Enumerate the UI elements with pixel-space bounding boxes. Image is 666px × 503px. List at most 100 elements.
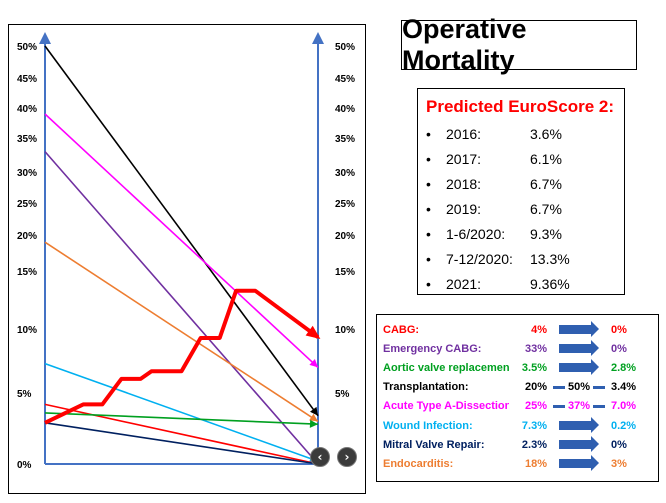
procedure-change: 50% (547, 381, 611, 393)
bullet-icon: • (426, 200, 431, 217)
dash-icon (552, 385, 565, 389)
procedure-peak-value: 50% (567, 381, 591, 394)
trend-arrowhead (305, 325, 321, 339)
procedure-row: Emergency CABG: 33% 0% (383, 339, 658, 358)
procedure-to-value: 0% (611, 438, 627, 451)
procedure-change (547, 417, 611, 434)
series-line (44, 151, 319, 465)
procedure-change (547, 359, 611, 376)
y-tick-label-left: 20% (17, 231, 37, 242)
y-tick-label-left: 40% (17, 104, 37, 115)
bullet-icon: • (426, 125, 431, 142)
y-tick-label-right: 10% (335, 325, 355, 336)
procedure-change (547, 321, 611, 338)
series-line (44, 113, 319, 368)
arrow-right-icon (559, 455, 599, 472)
euroscore-list: • 2016: 3.6% • 2017: 6.1% • 2018: 6.7% • 2019: 6.7%… (426, 121, 618, 296)
euroscore-year: 2021: (446, 275, 482, 292)
procedure-to-value: 0% (611, 323, 627, 336)
y-tick-label-right: 30% (335, 168, 355, 179)
y-tick-label-right: 15% (335, 267, 355, 278)
euroscore-row: • 7-12/2020: 13.3% (426, 246, 618, 271)
series-line (44, 403, 319, 465)
previous-slide-button[interactable]: ‹ (310, 447, 330, 467)
procedure-name: Transplantation: (383, 381, 469, 394)
next-slide-button[interactable]: › (337, 447, 357, 467)
procedure-name: Aortic valve replacement: (383, 361, 509, 374)
euroscore-row: • 2017: 6.1% (426, 146, 618, 171)
euroscore-year: 2019: (446, 200, 482, 217)
series-arrowhead (309, 419, 318, 428)
euroscore-heading: Predicted EuroScore 2: (426, 97, 615, 116)
bullet-icon: • (426, 275, 431, 292)
y-tick-label-left: 50% (17, 42, 37, 53)
procedure-row: Endocarditis: 18% 3% (383, 454, 658, 473)
chevron-left-icon: ‹ (317, 450, 323, 464)
euroscore-year: 2016: (446, 125, 482, 142)
y-tick-label-right: 40% (335, 104, 355, 115)
euroscore-value: 6.7% (530, 175, 562, 192)
euroscore-year: 2017: (446, 150, 482, 167)
arrow-right-icon (559, 340, 599, 357)
euroscore-value: 6.7% (530, 200, 562, 217)
procedure-name: CABG: (383, 323, 420, 336)
procedure-from-value: 7.3% (521, 419, 547, 432)
bullet-icon: • (426, 250, 431, 267)
procedure-row: Acute Type A-Dissection: 25% 37% 7.0% (383, 397, 658, 416)
y-tick-label-left: 15% (17, 267, 37, 278)
procedure-name: Wound Infection: (383, 419, 473, 432)
procedures-list: CABG: 4% 0% Emergency CABG: 33% 0% Aortic valv… (383, 320, 658, 474)
procedure-from-value: 20% (524, 381, 547, 394)
bullet-icon: • (426, 175, 431, 192)
euroscore-row: • 2018: 6.7% (426, 171, 618, 196)
series-line (44, 422, 319, 465)
dash-icon (593, 385, 606, 389)
series-line (44, 362, 319, 462)
procedure-to-value: 2.8% (611, 361, 637, 374)
y-tick-label-right: 5% (335, 389, 350, 400)
procedures-panel: CABG: 4% 0% Emergency CABG: 33% 0% Aortic valv… (376, 314, 659, 482)
arrow-right-icon (559, 321, 599, 338)
procedure-peak-value: 37% (567, 400, 591, 413)
procedure-change (547, 340, 611, 357)
y-tick-label-left: 0% (17, 460, 32, 471)
series-arrowhead (309, 413, 318, 422)
procedure-from-value: 25% (524, 400, 547, 413)
procedure-to-value: 7.0% (611, 400, 637, 413)
y-tick-label-right: 50% (335, 42, 355, 53)
arrow-right-icon (559, 359, 599, 376)
procedure-change: 37% (547, 400, 611, 412)
procedure-to-value: 0% (611, 342, 627, 355)
procedure-name: Emergency CABG: (383, 342, 482, 355)
euroscore-panel: Predicted EuroScore 2: • 2016: 3.6% • 2017: 6… (417, 88, 625, 295)
procedure-from-value: 18% (524, 457, 547, 470)
procedure-row: Aortic valve replacement: 3.5% 2.8% (383, 358, 658, 377)
y-tick-label-left: 35% (17, 134, 37, 145)
euroscore-row: • 2021: 9.36% (426, 271, 618, 296)
procedure-to-value: 3.4% (611, 381, 637, 394)
euroscore-value: 6.1% (530, 150, 562, 167)
procedure-change (547, 436, 611, 453)
y-tick-label-right: 35% (335, 134, 355, 145)
series-line (44, 241, 319, 423)
euroscore-year: 2018: (446, 175, 482, 192)
series-arrowhead (309, 359, 318, 368)
y-tick-label-left: 5% (17, 389, 32, 400)
euroscore-year: 1-6/2020: (446, 225, 506, 242)
series-line (44, 412, 319, 425)
euroscore-value: 9.3% (530, 225, 562, 242)
euroscore-value: 13.3% (530, 250, 570, 267)
y-tick-label-left: 25% (17, 199, 37, 210)
procedure-to-value: 0.2% (611, 419, 637, 432)
euroscore-row: • 2019: 6.7% (426, 196, 618, 221)
page-title: Operative Mortality (402, 14, 527, 75)
y-tick-label-right: 45% (335, 74, 355, 85)
y-tick-label-left: 30% (17, 168, 37, 179)
bullet-icon: • (426, 150, 431, 167)
y-tick-label-left: 45% (17, 74, 37, 85)
bullet-icon: • (426, 225, 431, 242)
y-tick-label-left: 10% (17, 325, 37, 336)
euroscore-row: • 2016: 3.6% (426, 121, 618, 146)
series-line (44, 45, 319, 417)
y-tick-label-right: 25% (335, 199, 355, 210)
